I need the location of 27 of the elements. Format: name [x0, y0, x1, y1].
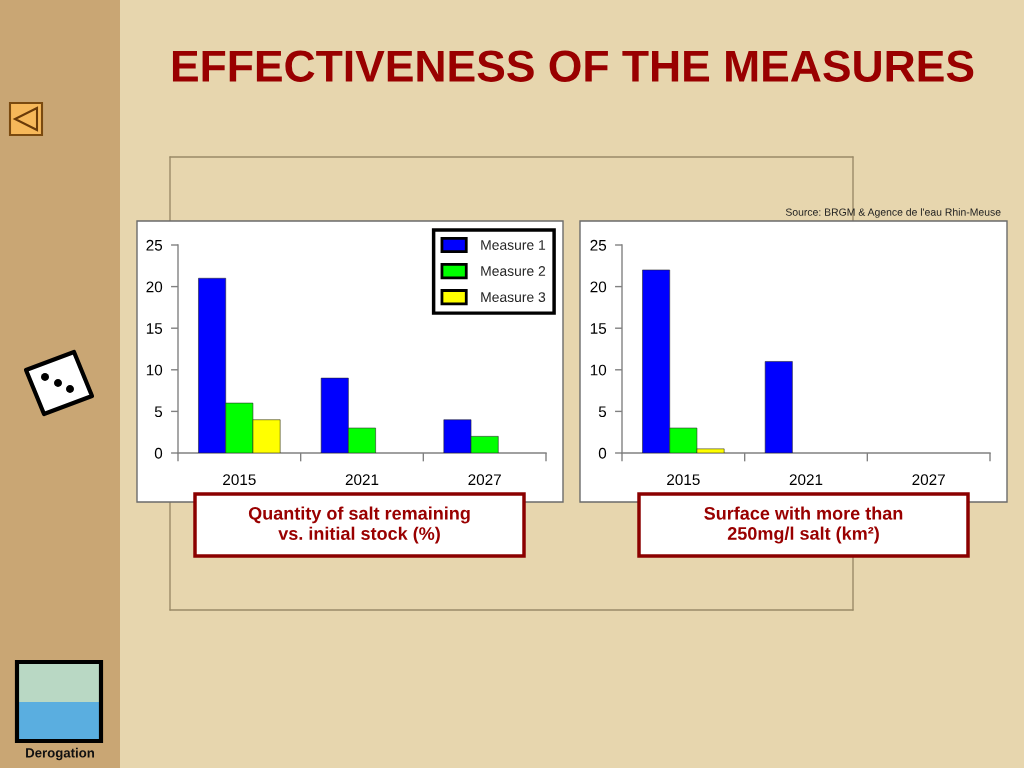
legend-label: Measure 3: [481, 292, 546, 303]
legend-label: Measure 1: [481, 240, 546, 250]
y-tick-label: 25: [590, 239, 607, 251]
source-note: Source: BRGM & Agence de l'eau Rhin-Meuse: [785, 208, 1001, 218]
y-tick-label: 5: [154, 406, 163, 418]
text: Quantity of salt remaining vs. initial stock (%): [248, 506, 470, 544]
x-tick-label: 2027: [912, 474, 945, 486]
text: EFFECTIVENESS OF THE MEASURES: [172, 50, 974, 82]
y-tick-label: 10: [146, 364, 163, 376]
x-tick-label: 2027: [468, 474, 501, 486]
y-tick-label: 15: [590, 323, 607, 334]
x-tick-label: 2021: [789, 474, 823, 486]
x-tick-label: 2015: [223, 474, 256, 486]
x-tick-label: 2015: [667, 474, 700, 486]
y-tick-label: 20: [590, 281, 607, 293]
legend-label: Measure 2: [481, 266, 546, 276]
y-tick-label: 0: [598, 447, 607, 459]
y-tick-label: 15: [146, 323, 163, 334]
y-tick-label: 0: [154, 447, 163, 459]
y-tick-label: 20: [146, 281, 163, 293]
bar: [764, 361, 793, 453]
x-tick-label: 2021: [345, 474, 379, 486]
y-tick-label: 25: [146, 239, 163, 251]
y-tick-label: 5: [598, 406, 607, 418]
y-tick-label: 10: [590, 364, 607, 376]
text: Derogation: [26, 747, 94, 761]
text: Surface with more than 250mg/l salt (km²): [704, 506, 903, 544]
